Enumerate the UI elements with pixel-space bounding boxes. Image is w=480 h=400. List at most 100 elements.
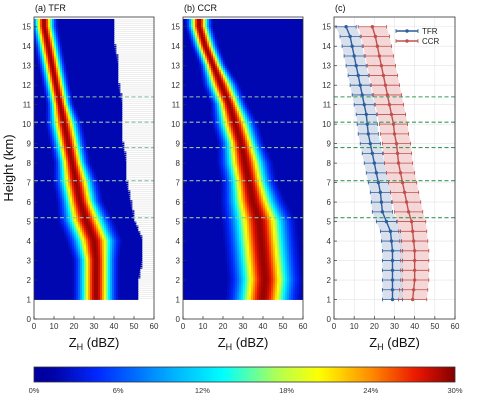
- heatmap-cell: [96, 293, 99, 297]
- heatmap-cell: [40, 221, 43, 224]
- heatmap-cell: [58, 244, 61, 248]
- heatmap-cell: [98, 170, 101, 174]
- heatmap-cell: [100, 155, 103, 158]
- heatmap-cell: [110, 122, 113, 125]
- heatmap-cell: [48, 276, 51, 279]
- heatmap-cell: [118, 135, 121, 139]
- heatmap-cell: [62, 293, 65, 297]
- heatmap-cell: [66, 194, 69, 197]
- heatmap-cell: [82, 163, 85, 166]
- heatmap-cell: [138, 262, 141, 265]
- heatmap-cell: [66, 225, 69, 228]
- heatmap-cell: [86, 174, 89, 178]
- heatmap-cell: [104, 116, 107, 119]
- heatmap-cell: [36, 268, 39, 271]
- heatmap-cell: [74, 252, 77, 256]
- heatmap-cell: [136, 270, 139, 273]
- heatmap-cell: [108, 149, 111, 152]
- heatmap-cell: [124, 215, 127, 219]
- heatmap-cell: [70, 188, 73, 191]
- heatmap-cell: [94, 165, 97, 168]
- heatmap-cell: [68, 252, 71, 256]
- heatmap-cell: [118, 264, 121, 267]
- heatmap-cell: [64, 155, 67, 158]
- heatmap-cell: [74, 231, 77, 234]
- heatmap-cell: [114, 209, 117, 213]
- heatmap-cell: [102, 285, 105, 289]
- heatmap-cell: [114, 256, 117, 259]
- heatmap-cell: [62, 196, 65, 199]
- heatmap-cell: [50, 137, 53, 141]
- heatmap-cell: [62, 155, 65, 158]
- heatmap-cell: [76, 163, 79, 166]
- heatmap-cell: [58, 207, 61, 211]
- heatmap-cell: [72, 128, 75, 131]
- heatmap-cell: [114, 139, 117, 143]
- heatmap-cell: [102, 280, 105, 283]
- heatmap-cell: [74, 221, 77, 224]
- heatmap-cell: [38, 190, 41, 193]
- heatmap-cell: [70, 130, 73, 133]
- heatmap-cell: [38, 256, 41, 259]
- heatmap-cell: [94, 186, 97, 189]
- heatmap-cell: [72, 291, 75, 295]
- heatmap-cell: [108, 188, 111, 191]
- heatmap-cell: [98, 239, 101, 242]
- heatmap-cell: [96, 174, 99, 178]
- heatmap-cell: [44, 128, 47, 131]
- heatmap-cell: [120, 262, 123, 265]
- heatmap-cell: [80, 239, 83, 242]
- heatmap-cell: [36, 110, 39, 113]
- heatmap-cell: [112, 118, 115, 121]
- heatmap-cell: [78, 133, 81, 137]
- heatmap-cell: [42, 120, 45, 123]
- heatmap-cell: [60, 274, 63, 277]
- heatmap-cell: [86, 225, 89, 228]
- heatmap-cell: [58, 211, 61, 215]
- heatmap-cell: [108, 163, 111, 166]
- heatmap-cell: [102, 153, 105, 156]
- heatmap-cell: [108, 192, 111, 195]
- heatmap-cell: [52, 104, 55, 108]
- heatmap-cell: [52, 278, 55, 281]
- heatmap-cell: [112, 192, 115, 195]
- heatmap-cell: [60, 120, 63, 123]
- heatmap-cell: [70, 272, 73, 275]
- heatmap-cell: [82, 110, 85, 113]
- heatmap-cell: [78, 130, 81, 133]
- heatmap-cell: [84, 215, 87, 219]
- heatmap-cell: [42, 235, 45, 238]
- heatmap-cell: [40, 151, 43, 154]
- heatmap-cell: [104, 266, 107, 269]
- heatmap-cell: [62, 172, 65, 176]
- heatmap-cell: [56, 159, 59, 162]
- heatmap-cell: [82, 126, 85, 129]
- heatmap-cell: [118, 122, 121, 125]
- heatmap-cell: [38, 243, 41, 246]
- heatmap-cell: [70, 149, 73, 152]
- heatmap-cell: [62, 295, 65, 298]
- heatmap-cell: [48, 178, 51, 182]
- heatmap-cell: [126, 241, 129, 244]
- heatmap-cell: [78, 223, 81, 226]
- heatmap-cell: [98, 215, 101, 219]
- heatmap-cell: [100, 204, 103, 207]
- heatmap-cell: [98, 225, 101, 228]
- heatmap-cell: [64, 122, 67, 125]
- heatmap-cell: [108, 243, 111, 246]
- heatmap-cell: [110, 254, 113, 258]
- heatmap-cell: [120, 248, 123, 252]
- heatmap-cell: [78, 114, 81, 117]
- heatmap-cell: [36, 278, 39, 281]
- heatmap-cell: [90, 221, 93, 224]
- heatmap-cell: [92, 256, 95, 259]
- heatmap-cell: [40, 250, 43, 254]
- heatmap-cell: [82, 124, 85, 127]
- heatmap-cell: [104, 104, 107, 108]
- heatmap-cell: [52, 289, 55, 293]
- heatmap-cell: [84, 163, 87, 166]
- heatmap-cell: [78, 180, 81, 184]
- heatmap-cell: [110, 135, 113, 139]
- heatmap-cell: [66, 213, 69, 217]
- heatmap-cell: [102, 112, 105, 115]
